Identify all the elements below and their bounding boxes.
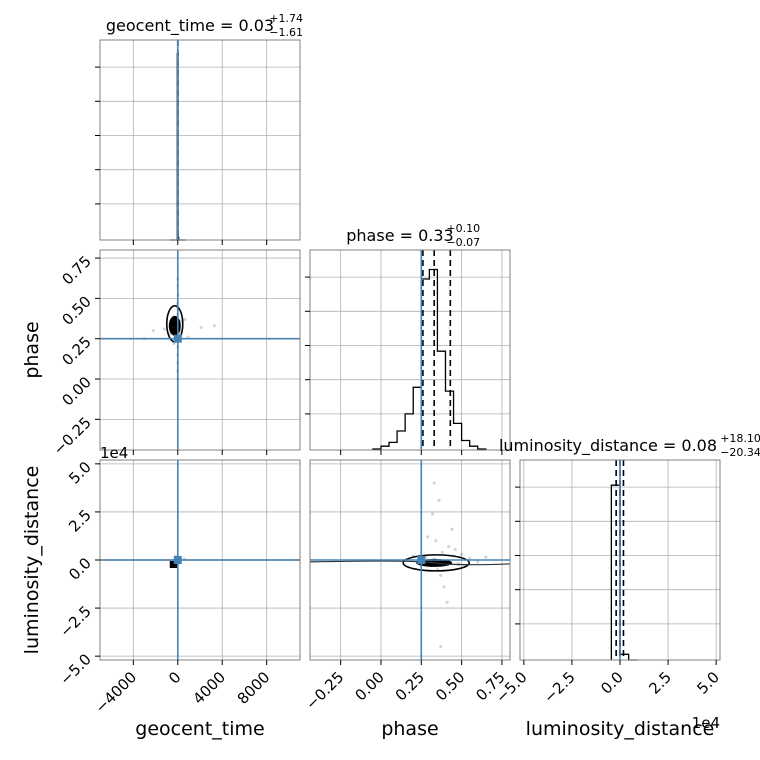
y-tick-label: −0.25: [50, 413, 95, 458]
sample-point: [439, 573, 443, 577]
x-tick-label: 4000: [189, 668, 229, 708]
x-tick-label: 2.5: [645, 668, 675, 698]
panel-frame: [99, 249, 301, 451]
y-tick-label: −5.0: [56, 650, 94, 688]
y-tick-label: 0.50: [58, 292, 94, 328]
sample-point: [447, 544, 451, 549]
truth-marker: [173, 334, 182, 343]
x-tick-label: 0.25: [392, 668, 428, 704]
sample-point: [212, 324, 217, 328]
frame-layer: [95, 39, 721, 665]
sample-point: [440, 550, 444, 554]
panel-title: luminosity_distance = 0.08: [499, 436, 717, 456]
y-tick-label: 0.0: [65, 554, 95, 584]
panel-frame: [309, 459, 511, 661]
title-subscript: −1.61: [269, 26, 303, 39]
sample-point: [151, 329, 155, 333]
scatter-dist-vs-phase: [310, 481, 510, 649]
x-tick-label: −2.5: [540, 668, 578, 706]
sample-point: [445, 600, 449, 604]
sample-point: [450, 527, 454, 531]
sample-point: [442, 585, 446, 589]
sample-point: [162, 327, 167, 331]
x-tick-label: 5.0: [693, 668, 723, 698]
sample-point: [172, 341, 176, 346]
title-superscript: +18.10: [720, 432, 760, 445]
x-tick-label: 0.50: [432, 668, 468, 704]
data-layer: [100, 40, 638, 661]
sample-point: [426, 535, 430, 539]
y-tick-label: 0.75: [58, 252, 94, 288]
grid-layer: [100, 40, 720, 660]
y-tick-label: −2.5: [56, 602, 94, 640]
sample-point: [437, 498, 441, 502]
title-superscript: +1.74: [269, 12, 303, 25]
x-tick-label: −0.25: [302, 668, 347, 713]
sample-point: [468, 556, 472, 560]
sample-point: [434, 539, 438, 543]
y-tick-label: 0.00: [58, 373, 94, 409]
sample-point: [453, 547, 457, 552]
y-offset-label: 1e4: [100, 444, 128, 462]
truth-marker: [417, 556, 426, 564]
sample-point: [432, 481, 436, 485]
panel-frame: [99, 39, 301, 241]
sample-point: [430, 512, 435, 516]
sample-point: [183, 317, 187, 321]
panel-title: geocent_time = 0.03: [106, 16, 274, 36]
sample-point: [460, 552, 464, 556]
title-superscript: +0.10: [446, 222, 480, 235]
panel-frame: [309, 249, 511, 451]
sample-point: [424, 555, 428, 559]
density-core: [169, 561, 178, 568]
title-subscript: −20.34: [720, 446, 760, 459]
x-offset-label: 1e4: [692, 714, 720, 732]
y-axis-label: phase: [21, 321, 43, 378]
x-tick-label: 0.00: [351, 668, 387, 704]
contour-line: [402, 554, 470, 572]
y-tick-label: 2.5: [65, 506, 95, 536]
sample-point: [439, 644, 443, 649]
title-subscript: −0.07: [446, 236, 480, 249]
sample-point: [476, 560, 480, 564]
y-axis-label: luminosity_distance: [21, 466, 43, 655]
scatter-phase-vs-time: [142, 250, 217, 450]
x-axis-label: phase: [381, 718, 438, 740]
histogram-luminosity_distance: [610, 484, 638, 661]
sample-point: [484, 555, 488, 559]
x-tick-label: 8000: [234, 668, 274, 708]
density-line: [310, 560, 510, 566]
panel-title: phase = 0.33: [346, 226, 453, 245]
text-layer: −4000 0 4000 8000 −0.25 0.00 0.25 0.50 0.75−5.0−…: [21, 12, 760, 740]
x-tick-label: −4000: [92, 668, 141, 717]
x-axis-label: luminosity_distance: [526, 718, 715, 740]
x-tick-label: 0.0: [597, 668, 627, 698]
y-tick-label: 5.0: [65, 458, 95, 488]
density-core: [168, 315, 181, 336]
scatter-dist-vs-time: [100, 554, 300, 568]
y-tick-label: 0.25: [58, 333, 94, 369]
sample-point: [199, 325, 203, 330]
x-tick-label: 0: [165, 668, 184, 687]
sample-point: [186, 335, 190, 339]
truth-marker: [173, 556, 182, 564]
histogram-phase: [372, 268, 487, 450]
x-axis-label: geocent_time: [135, 718, 264, 740]
